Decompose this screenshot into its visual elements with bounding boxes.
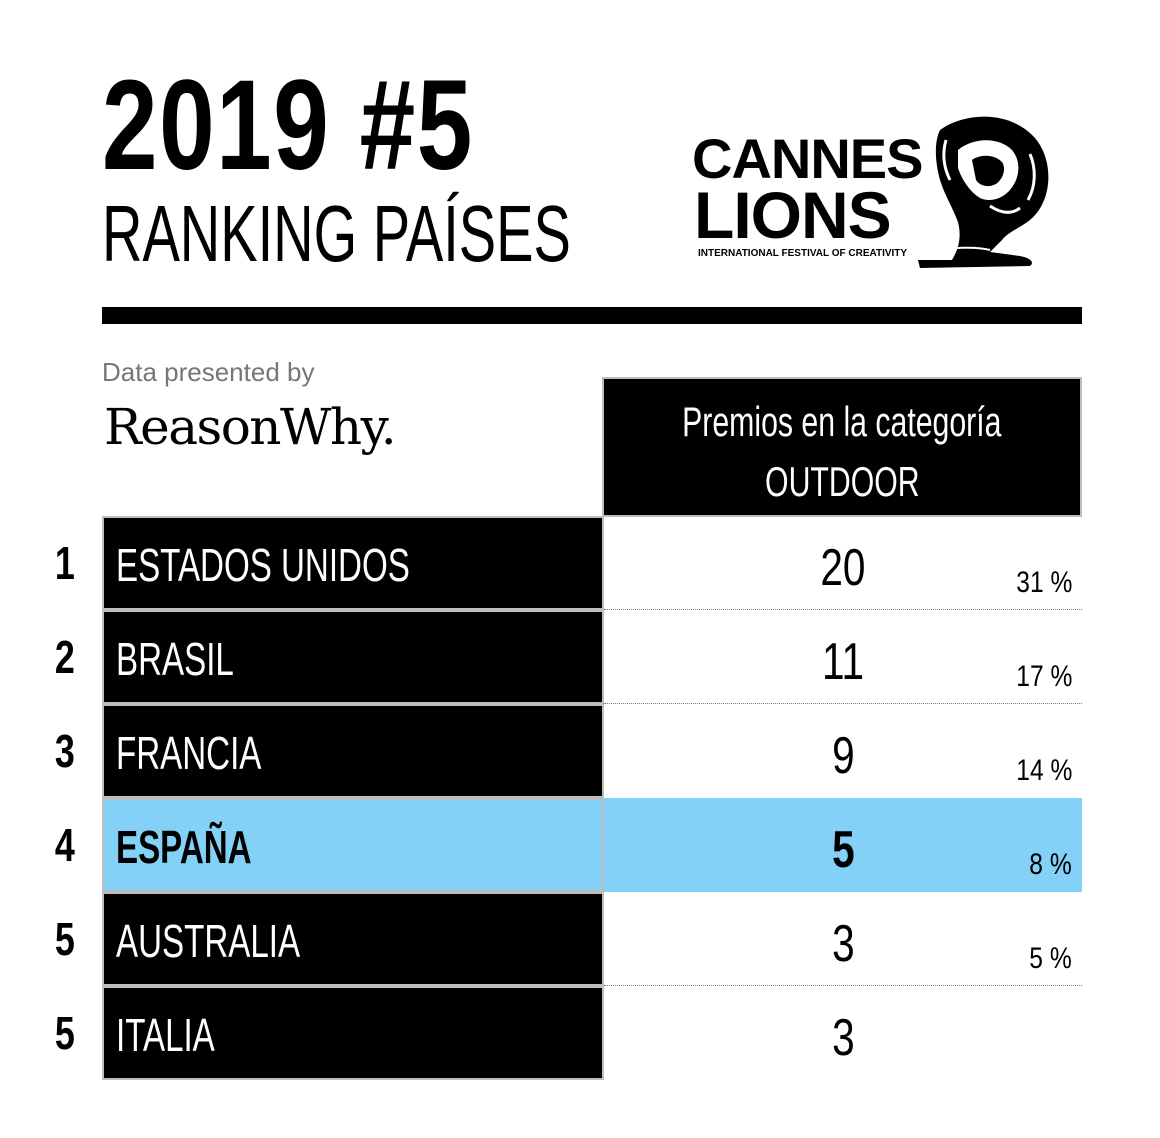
award-count: 3 bbox=[831, 1009, 855, 1067]
table-row-highlighted: 4 ESPAÑA 5 8 % bbox=[0, 798, 1160, 892]
page-title: 2019 #5 bbox=[102, 54, 474, 197]
award-count: 20 bbox=[820, 539, 866, 597]
award-percent: 14 % bbox=[1015, 754, 1072, 787]
country-name: ESPAÑA bbox=[116, 821, 252, 873]
value-cell: 11 17 % bbox=[604, 610, 1082, 704]
title-divider bbox=[102, 307, 1082, 324]
lion-head-icon bbox=[918, 116, 1049, 268]
table-row: 1 ESTADOS UNIDOS 20 31 % bbox=[0, 516, 1160, 610]
award-count: 11 bbox=[821, 633, 865, 691]
country-name: BRASIL bbox=[116, 633, 234, 685]
value-cell: 9 14 % bbox=[604, 704, 1082, 798]
logo-line1: CANNES bbox=[692, 127, 922, 190]
award-count: 9 bbox=[831, 727, 855, 785]
logo-tagline: INTERNATIONAL FESTIVAL OF CREATIVITY bbox=[698, 248, 907, 259]
award-percent: 5 % bbox=[1029, 942, 1072, 975]
country-name: ESTADOS UNIDOS bbox=[116, 539, 410, 591]
country-cell: ESTADOS UNIDOS bbox=[102, 516, 604, 610]
column-header-category: OUTDOOR bbox=[764, 458, 920, 505]
award-percent: 17 % bbox=[1015, 660, 1072, 693]
country-cell: FRANCIA bbox=[102, 704, 604, 798]
country-cell: BRASIL bbox=[102, 610, 604, 704]
value-cell: 20 31 % bbox=[604, 516, 1082, 610]
page-subtitle: RANKING PAÍSES bbox=[102, 189, 571, 278]
table-row: 3 FRANCIA 9 14 % bbox=[0, 704, 1160, 798]
country-cell: ESPAÑA bbox=[102, 798, 604, 892]
cannes-lions-logo: CANNES LIONS INTERNATIONAL FESTIVAL OF C… bbox=[692, 116, 1049, 268]
award-count: 5 bbox=[831, 821, 855, 879]
award-count: 3 bbox=[831, 915, 855, 973]
table-row: 5 AUSTRALIA 3 5 % bbox=[0, 892, 1160, 986]
table-row: 2 BRASIL 11 17 % bbox=[0, 610, 1160, 704]
country-cell: ITALIA bbox=[102, 986, 604, 1080]
reasonwhy-logo: ReasonWhy. bbox=[104, 398, 397, 456]
value-cell: 3 bbox=[604, 986, 1082, 1080]
country-name: ITALIA bbox=[116, 1009, 215, 1061]
award-percent: 31 % bbox=[1015, 566, 1072, 599]
rank-number: 4 bbox=[55, 819, 75, 871]
rank-number: 3 bbox=[55, 725, 75, 777]
table-row: 5 ITALIA 3 bbox=[0, 986, 1160, 1080]
country-cell: AUSTRALIA bbox=[102, 892, 604, 986]
logo-line2: LIONS bbox=[694, 178, 891, 252]
rank-number: 5 bbox=[55, 913, 75, 965]
rank-number: 2 bbox=[55, 631, 75, 683]
column-header: Premios en la categoría OUTDOOR bbox=[602, 377, 1082, 517]
value-cell: 5 8 % bbox=[604, 798, 1082, 892]
country-name: AUSTRALIA bbox=[116, 915, 301, 967]
award-percent: 8 % bbox=[1029, 848, 1072, 881]
data-presented-label: Data presented by bbox=[102, 357, 315, 387]
value-cell: 3 5 % bbox=[604, 892, 1082, 986]
rank-number: 1 bbox=[55, 537, 75, 589]
country-name: FRANCIA bbox=[116, 727, 262, 779]
rank-number: 5 bbox=[55, 1007, 75, 1059]
column-header-line1: Premios en la categoría bbox=[682, 398, 1002, 445]
